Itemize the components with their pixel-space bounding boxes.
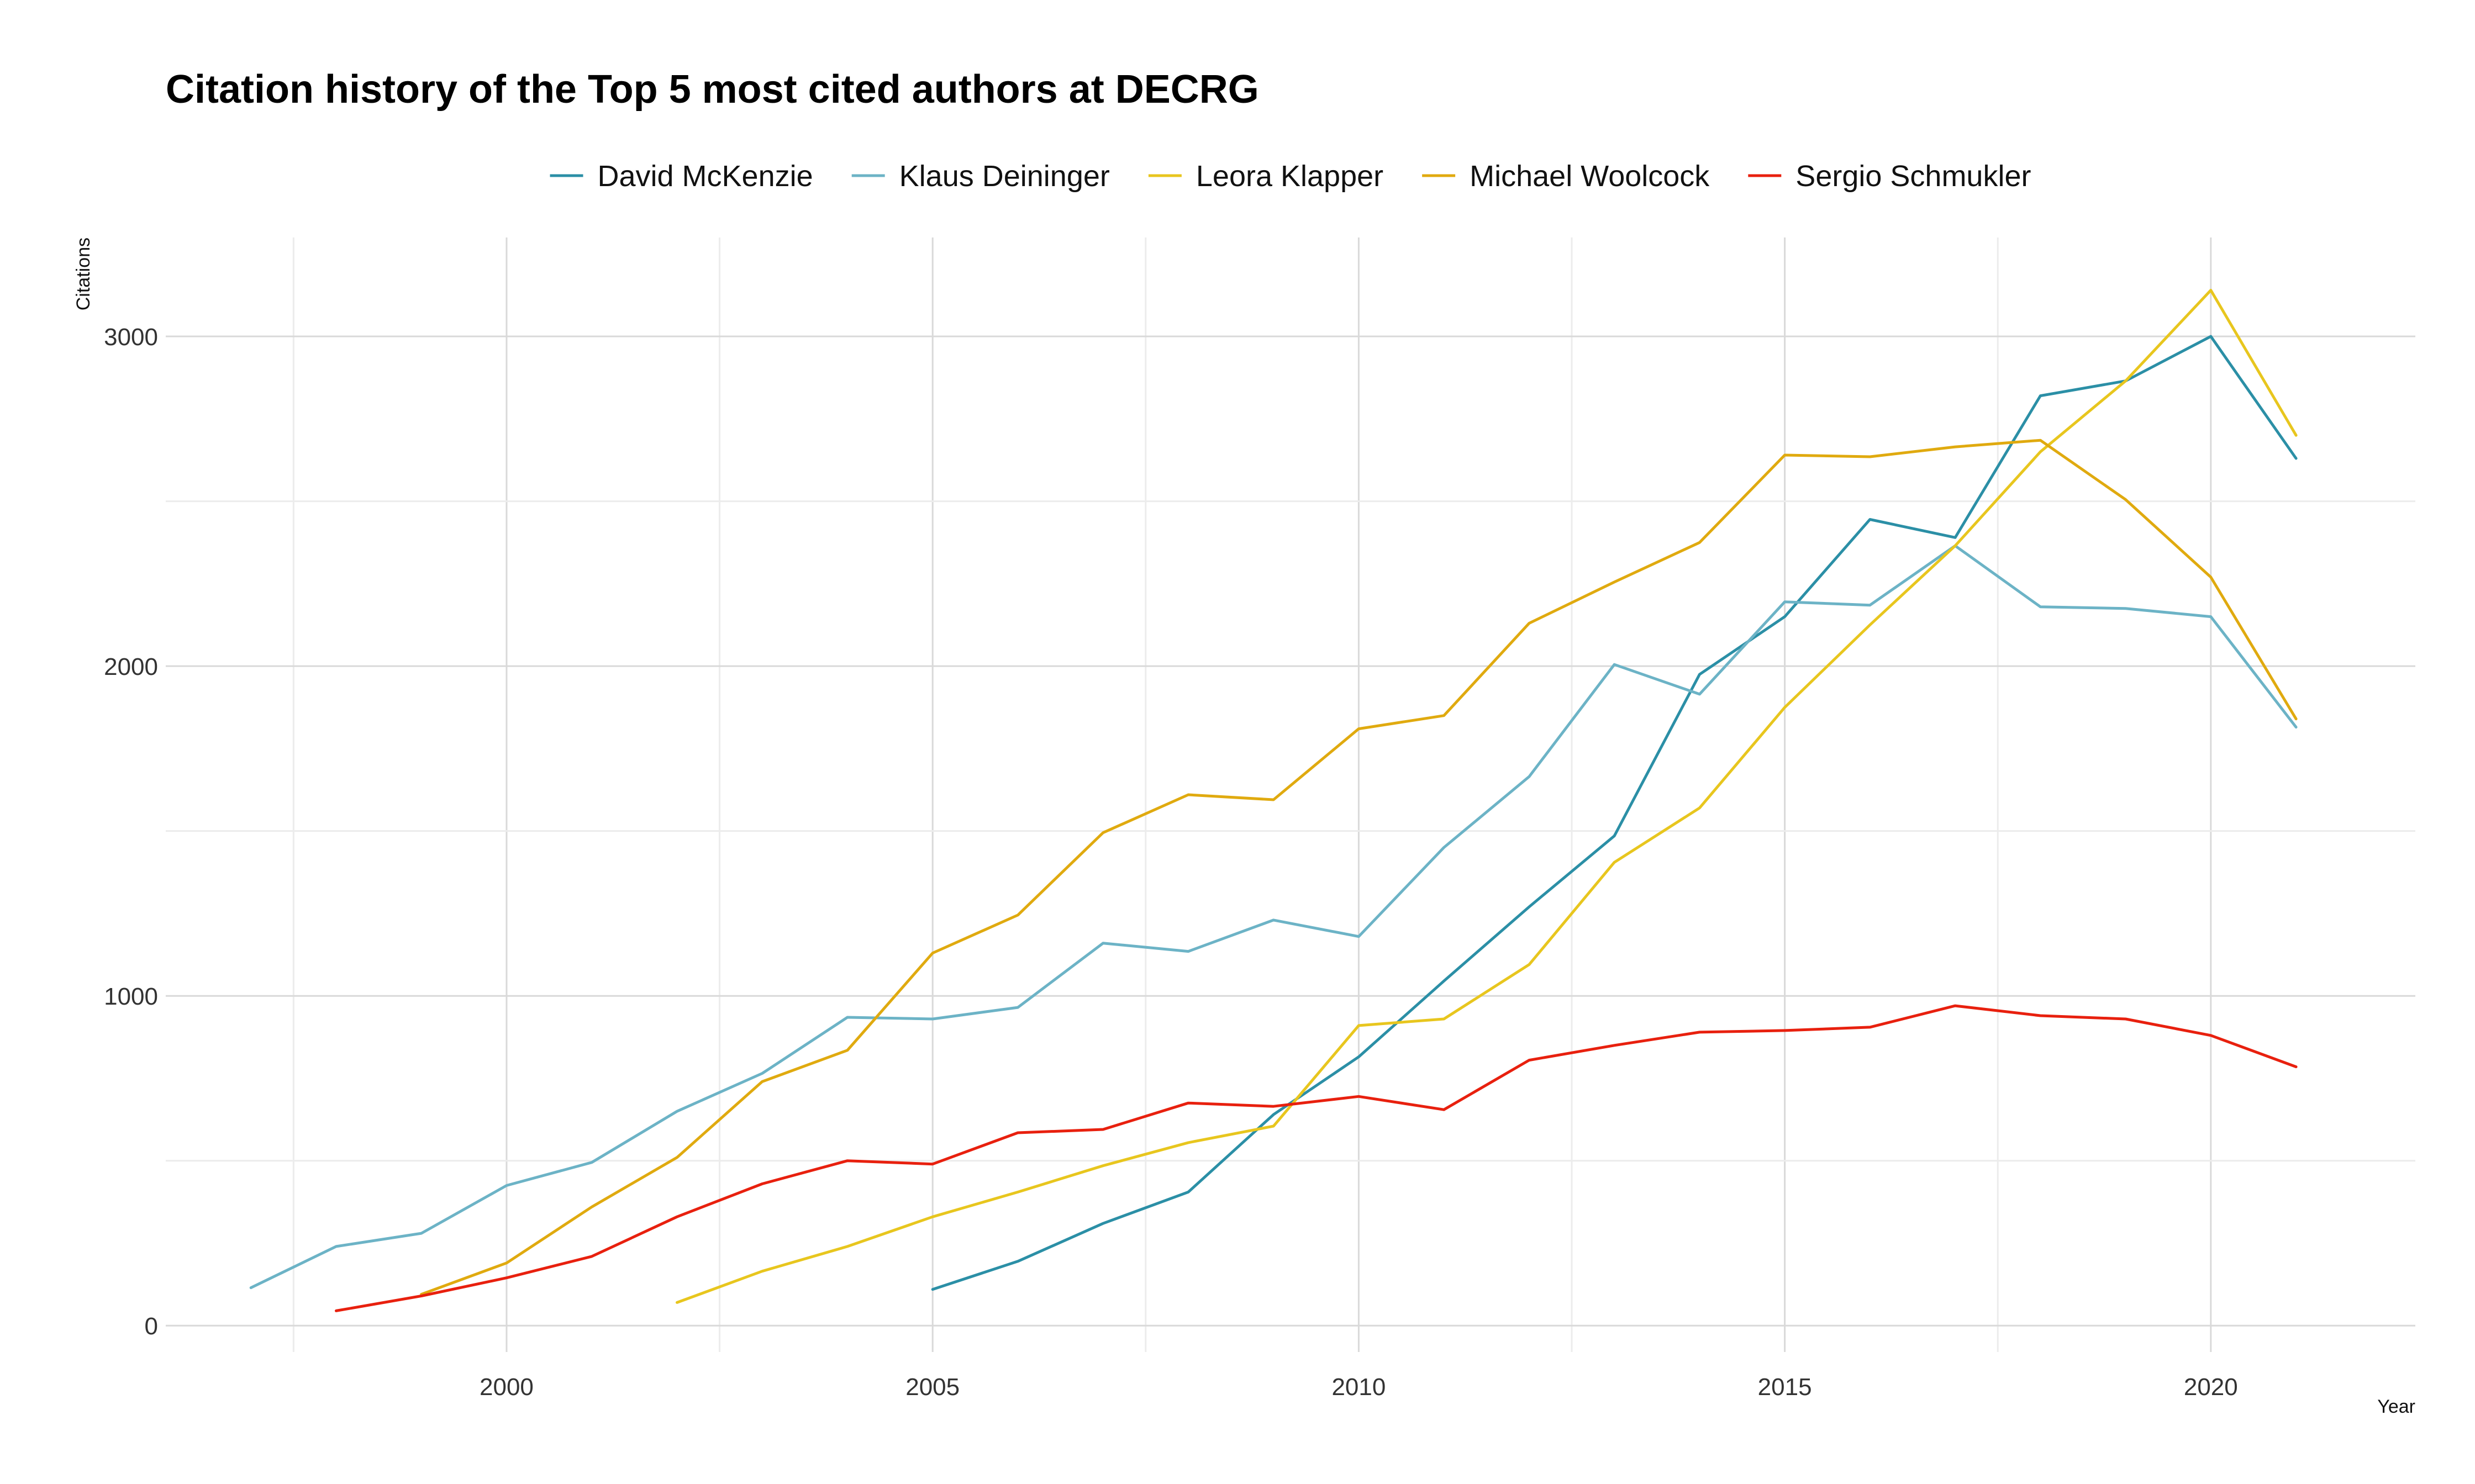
y-tick-label: 3000 [104,324,158,351]
grid [166,237,2415,1352]
y-tick-label: 2000 [104,653,158,680]
series-line-klaus-deininger [249,544,2298,1290]
y-axis-ticks: 0 1000 2000 3000 [104,324,158,1340]
x-axis-ticks: 2000 2005 2010 2015 2020 [480,1374,2238,1401]
series-line-leora-klapper [676,289,2298,1304]
legend-item: Michael Woolcock [1422,160,1710,193]
legend-label: Leora Klapper [1196,160,1383,193]
x-axis-title: Year [2377,1396,2415,1417]
y-axis-title: Citations [73,237,94,310]
legend-label: Sergio Schmukler [1795,160,2031,193]
chart-title: Citation history of the Top 5 most cited… [166,67,1259,112]
legend-label: David McKenzie [598,160,813,193]
series-line-david-mckenzie [931,335,2298,1291]
series-line-sergio-schmukler [335,1004,2298,1312]
x-tick-label: 2005 [905,1374,960,1401]
legend-label: Klaus Deininger [899,160,1110,193]
legend-item: Klaus Deininger [851,160,1110,193]
y-tick-label: 0 [145,1313,158,1340]
legend-item: Leora Klapper [1148,160,1383,193]
series-line-michael-woolcock [420,439,2298,1296]
x-tick-label: 2015 [1758,1374,1812,1401]
legend-label: Michael Woolcock [1470,160,1710,193]
legend-item: David McKenzie [550,160,813,193]
series-lines [249,289,2298,1312]
x-tick-label: 2010 [1331,1374,1386,1401]
y-tick-label: 1000 [104,983,158,1010]
legend: David McKenzie Klaus Deininger Leora Klapp… [550,160,2031,193]
x-tick-label: 2020 [2184,1374,2238,1401]
legend-item: Sergio Schmukler [1748,160,2031,193]
x-tick-label: 2000 [480,1374,534,1401]
